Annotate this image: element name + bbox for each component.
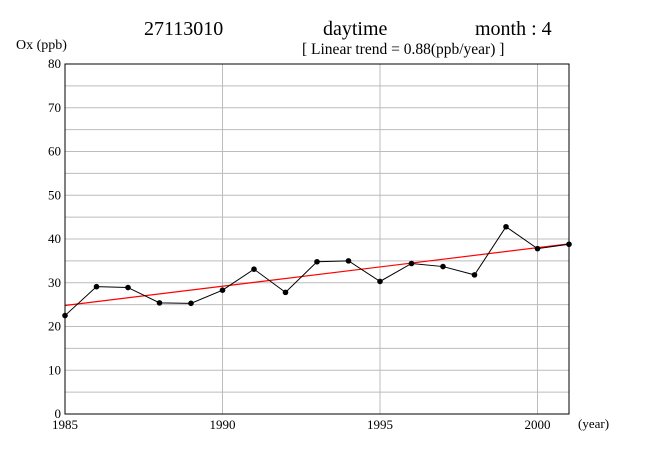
y-tick-label: 40 — [48, 231, 61, 246]
grid-lines — [65, 64, 569, 414]
trend-annotation: [ Linear trend = 0.88(ppb/year) ] — [302, 41, 505, 58]
x-tick-label: 1990 — [210, 417, 236, 432]
month-label: month : 4 — [475, 18, 552, 40]
data-point — [503, 223, 509, 230]
data-point — [282, 289, 289, 296]
x-tick-label: 1995 — [367, 417, 393, 432]
data-point — [440, 263, 446, 270]
data-point — [93, 283, 100, 290]
data-point — [156, 300, 163, 306]
y-axis-label: Ox (ppb) — [16, 38, 67, 53]
x-axis-unit-label: (year) — [578, 416, 609, 431]
data-point — [125, 284, 131, 291]
data-point — [219, 287, 226, 293]
y-tick-label: 0 — [55, 406, 62, 421]
data-point — [534, 245, 541, 252]
y-tick-label: 30 — [48, 275, 61, 290]
x-tick-label: 1985 — [52, 417, 78, 432]
tick-labels: 0 10 20 30 40 50 60 70 80 1985 1990 1995 2000 — [48, 56, 551, 432]
data-point — [251, 266, 257, 272]
y-tick-label: 80 — [48, 56, 61, 71]
station-code: 27113010 — [144, 18, 224, 40]
x-tick-label: 2000 — [525, 417, 551, 432]
data-point — [345, 258, 352, 264]
data-point — [188, 300, 194, 307]
y-tick-label: 70 — [48, 100, 61, 115]
series-group — [62, 223, 572, 319]
linear-trend-line — [64, 243, 570, 307]
y-tick-label: 50 — [48, 187, 61, 202]
data-point — [471, 272, 478, 278]
y-tick-label: 20 — [48, 319, 61, 334]
data-point — [314, 258, 320, 265]
data-point — [408, 260, 415, 267]
plot-frame — [64, 63, 570, 415]
y-tick-label: 10 — [48, 362, 61, 377]
data-point — [377, 278, 383, 285]
y-tick-label: 60 — [48, 144, 61, 159]
trend-line-group — [64, 243, 570, 307]
period-label: daytime — [323, 18, 388, 40]
series-line — [64, 226, 570, 316]
